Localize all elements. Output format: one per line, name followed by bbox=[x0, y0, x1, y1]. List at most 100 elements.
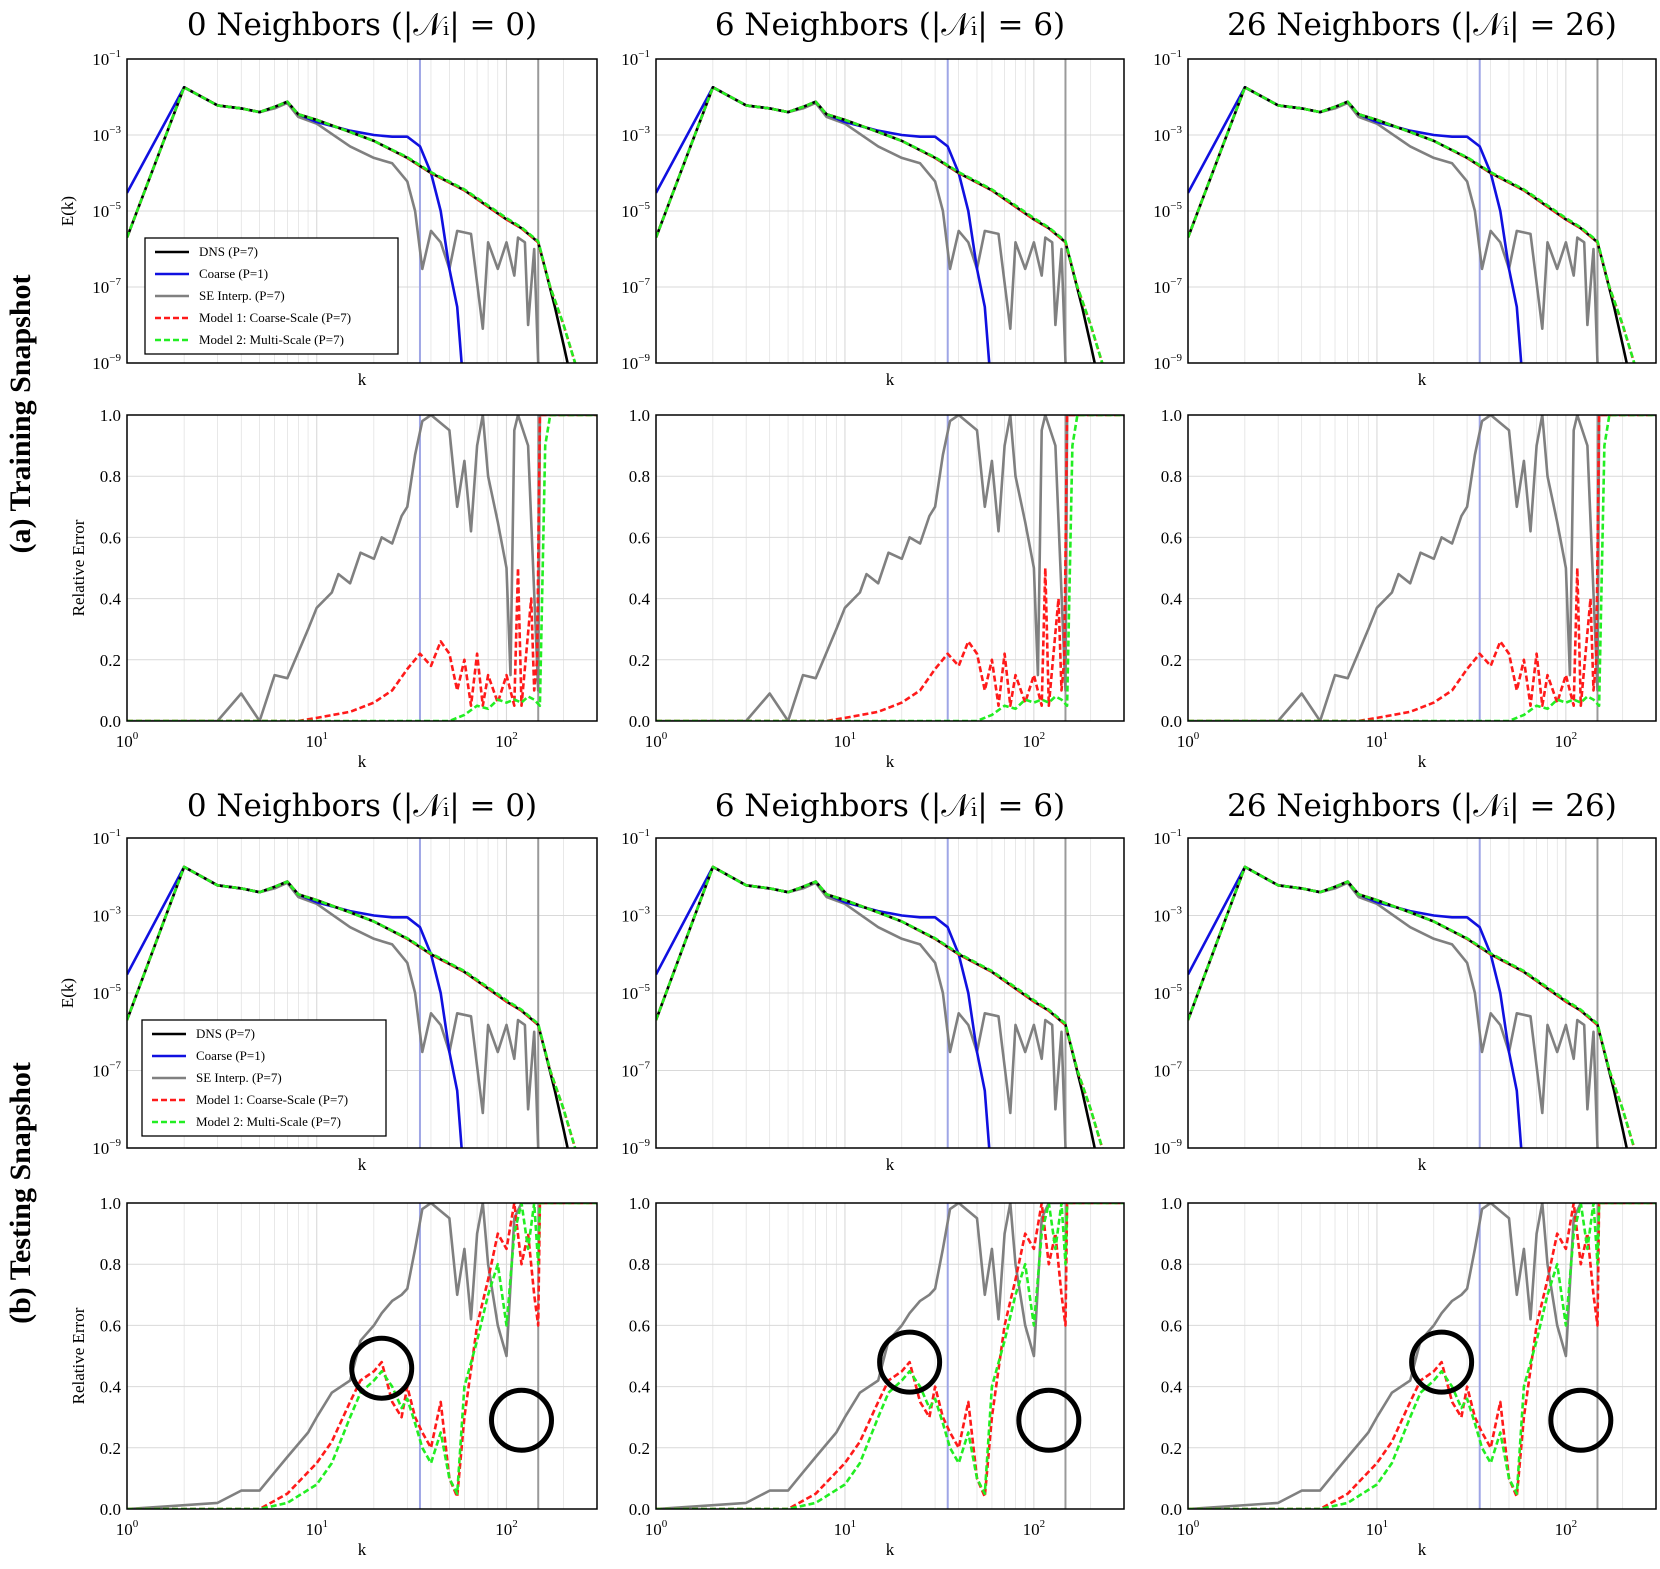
series-line-se-interp bbox=[656, 86, 1067, 363]
tick-exponent: 2 bbox=[512, 1518, 518, 1530]
y-tick-label: 0.8 bbox=[1161, 1255, 1182, 1274]
series-line-se-interp bbox=[1188, 86, 1599, 363]
tick-base: 10 bbox=[1153, 907, 1170, 926]
y-tick-label: 10−1 bbox=[1153, 827, 1182, 848]
tick-base: 10 bbox=[1023, 732, 1040, 751]
tick-base: 10 bbox=[92, 1139, 109, 1158]
y-tick-label: 0.4 bbox=[1161, 590, 1183, 609]
x-tick-label: 100 bbox=[645, 1518, 668, 1539]
series-line-se-interp bbox=[656, 415, 1124, 721]
tick-exponent: −1 bbox=[1170, 48, 1182, 60]
tick-base: 10 bbox=[1153, 1062, 1170, 1081]
tick-base: 10 bbox=[621, 202, 638, 221]
highlight-circle bbox=[877, 1329, 943, 1395]
y-tick-label: 10−9 bbox=[92, 1137, 121, 1158]
series-line-coarse bbox=[1188, 865, 1523, 1148]
y-tick-label: 0.2 bbox=[1161, 1439, 1182, 1458]
tick-exponent: −1 bbox=[1170, 827, 1182, 839]
panel-r0-c1: 10−110−310−510−710−9k bbox=[621, 48, 1125, 389]
x-tick-label: 101 bbox=[834, 1518, 857, 1539]
y-tick-label: 10−5 bbox=[621, 200, 650, 221]
tick-base: 10 bbox=[834, 1520, 851, 1539]
tick-exponent: 1 bbox=[851, 1518, 857, 1530]
tick-base: 10 bbox=[621, 126, 638, 145]
y-tick-label: 0.4 bbox=[629, 590, 651, 609]
y-tick-label: 10−9 bbox=[621, 1137, 650, 1158]
tick-exponent: −9 bbox=[109, 352, 121, 364]
y-tick-label: 0.2 bbox=[629, 1439, 650, 1458]
plot-frame bbox=[126, 837, 598, 1149]
tick-exponent: −7 bbox=[1170, 276, 1182, 288]
tick-exponent: −1 bbox=[638, 48, 650, 60]
y-tick-label: 0.4 bbox=[1161, 1378, 1183, 1397]
series-line-model2 bbox=[127, 1203, 597, 1509]
tick-exponent: −5 bbox=[638, 200, 650, 212]
legend-label: Model 1: Coarse-Scale (P=7) bbox=[199, 310, 351, 325]
panel-r0-c2: 10−110−310−510−710−9k bbox=[1153, 48, 1657, 389]
y-tick-label: 10−3 bbox=[92, 905, 121, 926]
tick-base: 10 bbox=[92, 829, 109, 848]
tick-base: 10 bbox=[1177, 732, 1194, 751]
tick-base: 10 bbox=[1366, 732, 1383, 751]
tick-base: 10 bbox=[1555, 732, 1572, 751]
tick-exponent: 0 bbox=[133, 730, 139, 742]
series-line-model2 bbox=[1188, 86, 1636, 363]
series-line-model1 bbox=[127, 415, 597, 721]
tick-exponent: −3 bbox=[638, 124, 650, 136]
series-line-model2 bbox=[1188, 865, 1636, 1148]
x-axis-label: k bbox=[358, 1540, 367, 1559]
series-line-se-interp bbox=[1188, 865, 1599, 1148]
y-axis-label: Relative Error bbox=[69, 519, 88, 616]
y-tick-label: 0.8 bbox=[629, 1255, 650, 1274]
series-group bbox=[656, 1203, 1124, 1509]
legend-box bbox=[144, 237, 399, 355]
y-tick-label: 0.2 bbox=[100, 1439, 121, 1458]
y-tick-label: 10−1 bbox=[621, 827, 650, 848]
y-tick-label: 0.8 bbox=[629, 467, 650, 486]
x-tick-label: 102 bbox=[1023, 1518, 1046, 1539]
series-line-coarse bbox=[656, 865, 991, 1148]
y-tick-label: 0.0 bbox=[629, 712, 650, 731]
series-group bbox=[127, 86, 577, 363]
series-line-dns bbox=[656, 86, 1096, 363]
y-tick-label: 0.4 bbox=[100, 590, 122, 609]
tick-base: 10 bbox=[116, 1520, 133, 1539]
y-tick-label: 0.0 bbox=[1161, 712, 1182, 731]
highlight-circle bbox=[349, 1335, 415, 1401]
x-tick-label: 102 bbox=[1555, 1518, 1578, 1539]
y-tick-label: 0.6 bbox=[1161, 1316, 1182, 1335]
tick-base: 10 bbox=[92, 1062, 109, 1081]
tick-exponent: 1 bbox=[851, 730, 857, 742]
tick-base: 10 bbox=[1366, 1520, 1383, 1539]
tick-exponent: −9 bbox=[638, 352, 650, 364]
y-tick-label: 10−9 bbox=[92, 352, 121, 373]
x-axis-label: k bbox=[886, 1155, 895, 1174]
x-axis-label: k bbox=[358, 752, 367, 771]
x-axis-label: k bbox=[1418, 1155, 1427, 1174]
tick-exponent: 2 bbox=[512, 730, 518, 742]
legend-label: Model 2: Multi-Scale (P=7) bbox=[199, 332, 344, 347]
tick-base: 10 bbox=[1153, 126, 1170, 145]
x-tick-label: 101 bbox=[305, 1518, 328, 1539]
series-line-model1 bbox=[1188, 415, 1656, 721]
tick-base: 10 bbox=[92, 126, 109, 145]
tick-base: 10 bbox=[92, 354, 109, 373]
y-tick-label: 10−5 bbox=[621, 982, 650, 1003]
tick-base: 10 bbox=[621, 1062, 638, 1081]
x-axis-label: k bbox=[1418, 1540, 1427, 1559]
tick-base: 10 bbox=[1153, 984, 1170, 1003]
series-line-model1 bbox=[1188, 865, 1636, 1148]
series-line-coarse bbox=[656, 86, 991, 363]
y-tick-label: 10−7 bbox=[92, 1060, 121, 1081]
series-line-dns bbox=[127, 86, 569, 363]
tick-exponent: −3 bbox=[1170, 905, 1182, 917]
column-title-0: 0 Neighbors (|𝒩ᵢ| = 0) bbox=[187, 7, 537, 43]
x-tick-label: 100 bbox=[1177, 1518, 1200, 1539]
y-tick-label: 1.0 bbox=[100, 1194, 121, 1213]
plot-frame bbox=[1187, 1202, 1657, 1510]
tick-exponent: −1 bbox=[109, 827, 121, 839]
tick-exponent: 2 bbox=[1572, 1518, 1578, 1530]
